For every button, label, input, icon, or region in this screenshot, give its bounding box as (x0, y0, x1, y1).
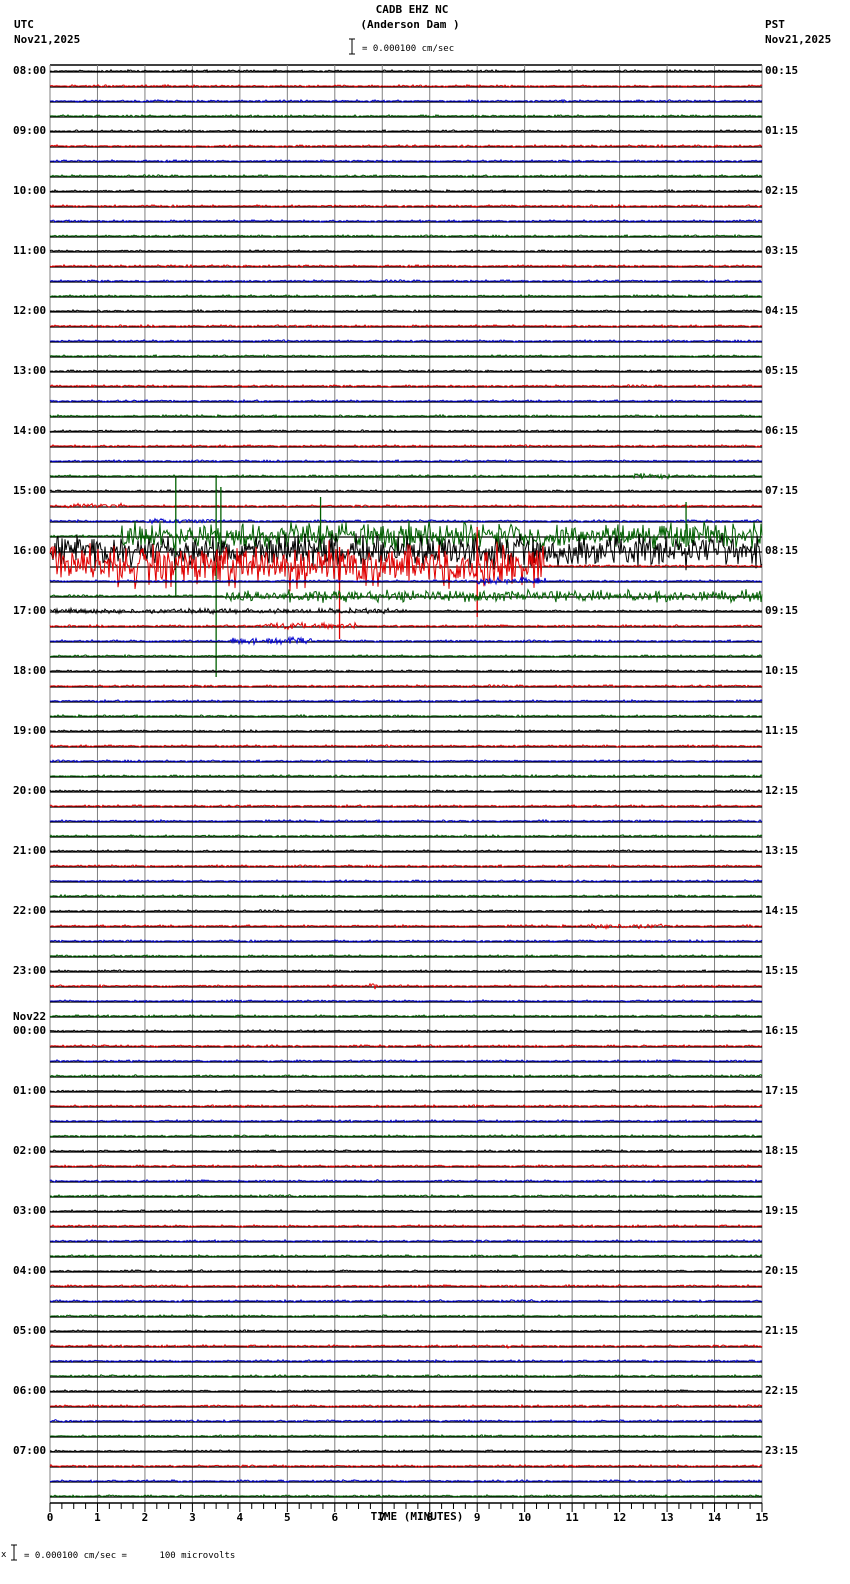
pst-hour-label: 02:15 (765, 184, 799, 197)
utc-hour-label: 02:00 (13, 1144, 47, 1157)
utc-hour-label: 11:00 (13, 244, 47, 257)
pst-hour-label: 06:15 (765, 424, 799, 437)
pst-hour-label: 11:15 (765, 724, 799, 737)
utc-hour-label: 23:00 (13, 964, 47, 977)
utc-hour-label: 16:00 (13, 544, 47, 557)
pst-hour-label: 18:15 (765, 1144, 799, 1157)
footer-scale-text: = 0.000100 cm/sec = 100 microvolts (24, 1551, 236, 1561)
utc-hour-label: 17:00 (13, 604, 47, 617)
x-tick-label: 4 (236, 1511, 244, 1524)
utc-hour-label: 13:00 (13, 364, 47, 377)
right-timezone: PST (765, 18, 785, 31)
x-tick-label: 11 (565, 1511, 579, 1524)
pst-hour-label: 14:15 (765, 904, 799, 917)
pst-hour-label: 20:15 (765, 1264, 799, 1277)
pst-hour-label: 17:15 (765, 1084, 799, 1097)
station-location: (Anderson Dam ) (360, 18, 460, 31)
footer-prefix: x (1, 1550, 7, 1560)
x-tick-label: 3 (189, 1511, 196, 1524)
pst-hour-label: 12:15 (765, 784, 799, 797)
pst-hour-label: 15:15 (765, 964, 799, 977)
utc-hour-label: 00:00 (13, 1024, 47, 1037)
x-tick-label: 12 (612, 1511, 627, 1524)
pst-hour-label: 10:15 (765, 664, 799, 677)
x-tick-label: 14 (707, 1511, 722, 1524)
x-tick-label: 2 (141, 1511, 149, 1524)
pst-hour-label: 23:15 (765, 1444, 799, 1457)
pst-hour-label: 13:15 (765, 844, 799, 857)
station-title: CADB EHZ NC (375, 3, 449, 16)
x-tick-label: 13 (660, 1511, 674, 1524)
x-tick-label: 6 (331, 1511, 339, 1524)
pst-hour-label: 16:15 (765, 1024, 799, 1037)
utc-hour-label: 09:00 (13, 124, 47, 137)
pst-hour-label: 22:15 (765, 1384, 799, 1397)
x-tick-label: 8 (426, 1511, 434, 1524)
utc-hour-label: 22:00 (13, 904, 47, 917)
x-tick-label: 7 (378, 1511, 386, 1524)
left-timezone: UTC (14, 18, 34, 31)
utc-hour-label: 04:00 (13, 1264, 47, 1277)
utc-hour-label: 19:00 (13, 724, 47, 737)
pst-hour-label: 04:15 (765, 304, 799, 317)
x-tick-label: 10 (518, 1511, 532, 1524)
utc-hour-label: 06:00 (13, 1384, 47, 1397)
pst-hour-label: 07:15 (765, 484, 799, 497)
utc-hour-label: 10:00 (13, 184, 47, 197)
utc-hour-label: 08:00 (13, 64, 47, 77)
utc-hour-label: 03:00 (13, 1204, 47, 1217)
x-tick-label: 0 (46, 1511, 54, 1524)
scale-bar-icon (349, 38, 355, 55)
x-axis-title: TIME (MINUTES) (370, 1510, 464, 1523)
footer-scale-bar-icon (11, 1544, 17, 1561)
pst-hour-label: 19:15 (765, 1204, 799, 1217)
right-date: Nov21,2025 (765, 33, 832, 46)
utc-hour-label: 07:00 (13, 1444, 47, 1457)
date-change-label: Nov22 (13, 1010, 47, 1023)
utc-hour-label: 15:00 (13, 484, 47, 497)
pst-hour-label: 08:15 (765, 544, 799, 557)
left-date: Nov21,2025 (14, 33, 81, 46)
pst-hour-label: 21:15 (765, 1324, 799, 1337)
utc-hour-label: 21:00 (13, 844, 47, 857)
utc-hour-label: 05:00 (13, 1324, 47, 1337)
pst-hour-label: 05:15 (765, 364, 799, 377)
scale-value: = 0.000100 cm/sec (362, 44, 455, 54)
utc-hour-label: 12:00 (13, 304, 47, 317)
utc-hour-label: 01:00 (13, 1084, 47, 1097)
x-tick-label: 9 (473, 1511, 481, 1524)
utc-hour-label: 20:00 (13, 784, 47, 797)
x-tick-label: 15 (755, 1511, 769, 1524)
pst-hour-label: 09:15 (765, 604, 799, 617)
utc-hour-label: 14:00 (13, 424, 47, 437)
x-tick-label: 1 (94, 1511, 101, 1524)
pst-hour-label: 03:15 (765, 244, 799, 257)
pst-hour-label: 00:15 (765, 64, 799, 77)
pst-hour-label: 01:15 (765, 124, 799, 137)
x-tick-label: 5 (284, 1511, 291, 1524)
utc-hour-label: 18:00 (13, 664, 47, 677)
